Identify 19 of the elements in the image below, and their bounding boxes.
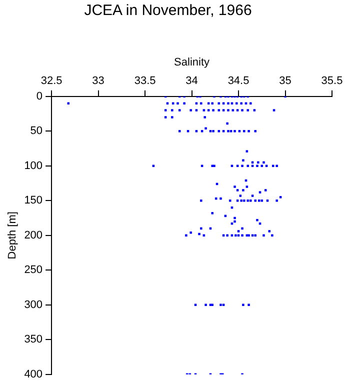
y-tick-label: 50 [30,125,43,138]
y-tick-label: 250 [24,264,43,276]
x-tick-label: 34.5 [228,74,250,87]
x-axis-title: Salinity [174,56,210,69]
x-tick-label: 32.5 [40,74,62,87]
x-tick-label: 35 [279,74,292,87]
x-tick-label: 34 [186,74,198,87]
y-tick-label: 150 [24,194,43,207]
x-tick-label: 33.5 [134,74,156,87]
y-tick-label: 100 [24,160,43,172]
y-tick-label: 350 [24,334,43,346]
y-tick-label: 400 [24,368,43,380]
y-tick-label: 0 [36,90,43,102]
y-tick-label: 300 [24,298,43,311]
y-tick-label: 200 [24,229,43,242]
chart-title: JCEA in November, 1966 [84,2,252,20]
y-axis-title: Depth [m] [6,212,19,260]
x-tick-label: 35.5 [321,74,343,87]
x-tick-label: 33 [92,74,104,87]
